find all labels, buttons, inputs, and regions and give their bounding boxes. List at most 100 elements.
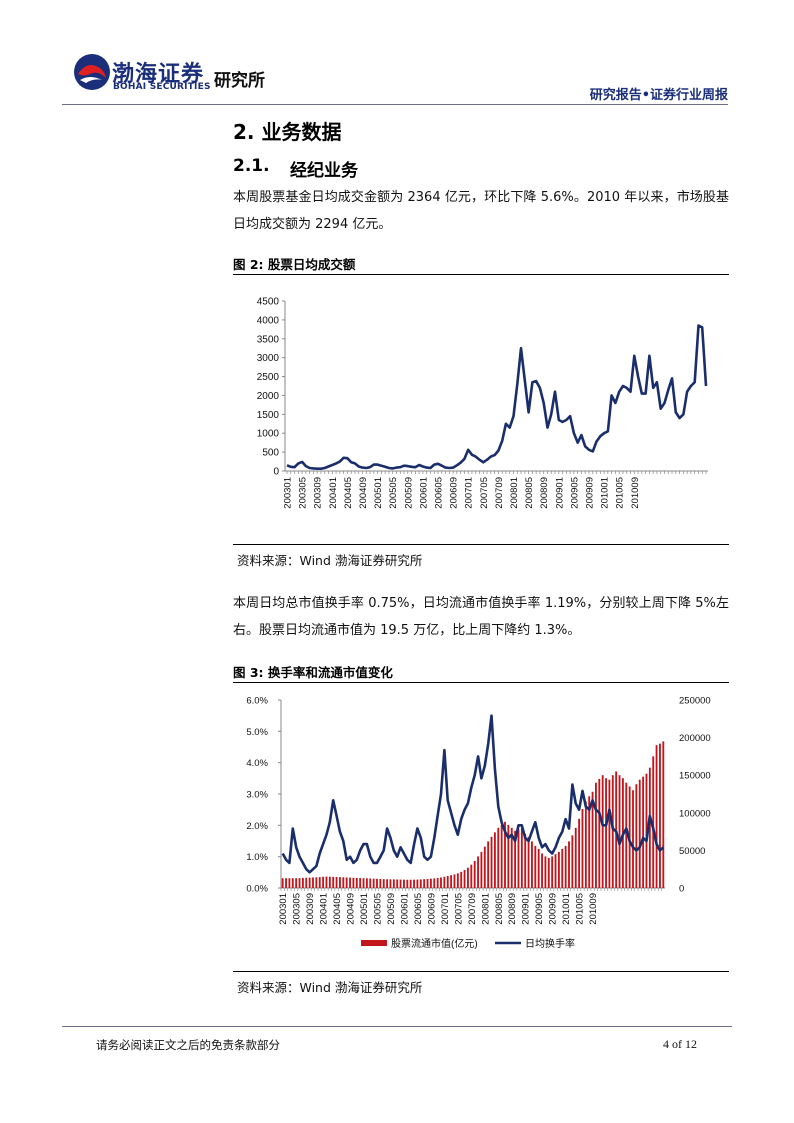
- market-cap-bar: [301, 877, 304, 888]
- market-cap-bar: [419, 879, 422, 888]
- market-cap-bar: [477, 856, 479, 888]
- market-cap-bar: [483, 846, 486, 888]
- market-cap-bar: [625, 782, 628, 888]
- market-cap-bar: [392, 879, 395, 888]
- y-tick-label: 0: [273, 467, 279, 478]
- x-tick-label: 200709: [467, 893, 478, 925]
- market-cap-bar: [396, 879, 399, 888]
- x-tick-label: 200901: [521, 893, 532, 925]
- volume-series-line: [286, 324, 708, 470]
- market-cap-bar: [376, 878, 378, 888]
- market-cap-bar: [365, 878, 368, 888]
- market-cap-bar: [493, 832, 496, 888]
- y-tick-label: 1000: [257, 429, 280, 440]
- market-cap-bar: [335, 877, 338, 888]
- market-cap-bar: [359, 878, 362, 888]
- figure-3-top-rule: [233, 682, 729, 683]
- market-cap-bar: [561, 848, 564, 888]
- paragraph-turnover: 本周股票基金日均成交金额为 2364 亿元，环比下降 5.6%。2010 年以来…: [233, 190, 729, 232]
- market-cap-bar: [413, 879, 415, 888]
- market-cap-bar: [403, 879, 405, 888]
- report-type: 研究报告•证券行业周报: [589, 88, 728, 103]
- market-cap-bar: [531, 841, 533, 888]
- market-cap-bar: [372, 878, 375, 888]
- market-cap-bar: [332, 876, 335, 888]
- market-cap-bar: [436, 878, 439, 888]
- market-cap-bar: [369, 878, 372, 888]
- x-tick-label: 200505: [373, 893, 384, 925]
- y-right-tick-label: 100000: [679, 808, 711, 819]
- y-left-tick-label: 3.0%: [246, 790, 268, 801]
- market-cap-bar: [443, 876, 446, 888]
- x-tick-label: 201009: [630, 477, 641, 509]
- market-cap-bar: [379, 878, 382, 888]
- market-cap-bar: [453, 874, 456, 888]
- x-tick-label: 200601: [399, 893, 410, 925]
- x-tick-label: 201005: [575, 893, 586, 925]
- market-cap-bar: [618, 775, 621, 888]
- market-cap-bar: [409, 879, 412, 888]
- market-cap-bar: [450, 875, 453, 888]
- market-cap-bar: [635, 784, 638, 888]
- market-cap-bar: [547, 857, 550, 888]
- market-cap-bar: [325, 876, 328, 888]
- y-left-tick-label: 5.0%: [246, 727, 268, 738]
- x-tick-label: 200409: [358, 477, 369, 509]
- x-tick-label: 200709: [494, 477, 505, 509]
- footer-divider: [62, 1026, 732, 1027]
- figure-2-bottom-rule: [233, 544, 729, 545]
- market-cap-bar: [490, 836, 493, 888]
- x-tick-label: 200909: [548, 893, 559, 925]
- x-tick-label: 200605: [433, 477, 444, 509]
- figure-3-bottom-rule: [233, 971, 729, 972]
- x-tick-label: 201001: [600, 477, 611, 509]
- y-tick-label: 2500: [257, 372, 280, 383]
- market-cap-bar: [291, 878, 294, 888]
- y-tick-label: 2000: [257, 391, 280, 402]
- market-cap-bar: [318, 877, 321, 888]
- market-cap-bar: [305, 877, 308, 888]
- x-tick-label: 200305: [292, 893, 303, 925]
- market-cap-bar: [460, 871, 463, 888]
- x-tick-label: 200801: [509, 477, 520, 509]
- page-number: 4 of 12: [663, 1037, 697, 1051]
- market-cap-bar: [342, 877, 345, 888]
- y-right-tick-label: 200000: [679, 733, 711, 744]
- x-tick-label: 200401: [319, 893, 330, 925]
- x-tick-label: 200409: [346, 893, 357, 925]
- market-cap-bar: [399, 879, 402, 888]
- market-cap-bar: [537, 848, 540, 888]
- x-tick-label: 200405: [343, 477, 354, 509]
- market-cap-bar: [473, 860, 476, 888]
- market-cap-bar: [642, 776, 645, 888]
- market-cap-bar: [544, 856, 547, 888]
- market-cap-bar: [389, 879, 392, 888]
- market-cap-bar: [446, 875, 449, 888]
- bohai-logo-icon: [74, 54, 110, 90]
- turnover-marketcap-chart: 6.0% 5.0% 4.0% 3.0% 2.0% 1.0% 0.0% 250000 200000…: [246, 696, 711, 951]
- market-cap-bar: [285, 878, 287, 888]
- y-tick-label: 1500: [257, 410, 280, 421]
- market-cap-bar: [345, 877, 348, 888]
- x-tick-label: 200505: [388, 477, 399, 509]
- market-cap-bar: [608, 779, 611, 888]
- trading-volume-chart: 0 500 1000 1500 2000 2500 3000 3500 4000 4500 2003…: [257, 297, 708, 509]
- market-cap-bar: [659, 743, 661, 888]
- market-cap-bar: [662, 741, 665, 888]
- x-tick-label: 200301: [278, 893, 289, 925]
- x-tick-label: 200405: [332, 893, 343, 925]
- market-cap-bar: [638, 779, 641, 888]
- market-cap-bar: [520, 827, 523, 888]
- x-tick-label: 200509: [403, 477, 414, 509]
- y-right-tick-label: 150000: [679, 771, 711, 782]
- market-cap-bar: [581, 809, 584, 888]
- market-cap-bar: [322, 876, 325, 888]
- market-cap-bar: [426, 878, 429, 888]
- paragraph-market-cap: 本周日均总市值换手率 0.75%，日均流通市值换手率 1.19%，分别较上周下降…: [233, 596, 729, 638]
- y-left-tick-label: 4.0%: [246, 758, 268, 769]
- logo-english-name: BOHAI SECURITIES: [113, 82, 211, 92]
- market-cap-bar: [504, 821, 506, 888]
- y-tick-label: 500: [262, 448, 279, 459]
- x-tick-label: 200601: [418, 477, 429, 509]
- market-cap-bar: [564, 845, 567, 888]
